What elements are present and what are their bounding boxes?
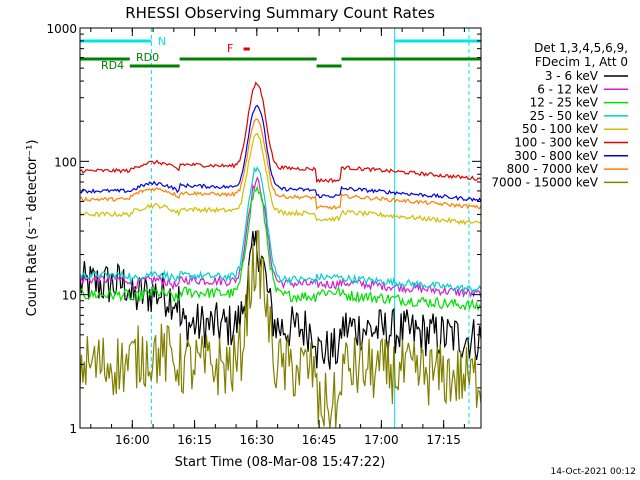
y-tick-label: 1000: [46, 22, 77, 36]
x-tick-label: 16:15: [177, 433, 212, 447]
legend-entry-label: 800 - 7000 keV: [507, 162, 599, 176]
flag-label-rd0: RD0: [136, 51, 159, 64]
series-line: [79, 229, 482, 429]
x-tick-label: 16:30: [240, 433, 275, 447]
legend-header-line-2: FDecim 1, Att 0: [535, 55, 628, 69]
y-tick-label: 10: [62, 289, 77, 303]
legend-entry-label: 300 - 800 keV: [514, 149, 598, 163]
series-line: [79, 132, 482, 226]
flag-bars: N RD0 RD4 F: [80, 35, 481, 72]
flag-label-flare: F: [227, 42, 233, 55]
timestamp: 14-Oct-2021 00:12: [551, 467, 636, 477]
x-axis-label: Start Time (08-Mar-08 15:47:22): [175, 455, 386, 470]
x-tick-label: 16:00: [115, 433, 150, 447]
legend-entry-label: 50 - 100 keV: [522, 122, 599, 136]
legend-entry-label: 12 - 25 keV: [530, 96, 599, 110]
x-tick-label: 16:45: [302, 433, 337, 447]
series-line: [79, 166, 482, 294]
series-line: [79, 81, 482, 184]
series-line: [79, 104, 482, 202]
series-line: [79, 185, 482, 312]
legend: Det 1,3,4,5,6,9, FDecim 1, Att 0 3 - 6 k…: [491, 41, 628, 189]
chart-title: RHESSI Observing Summary Count Rates: [125, 4, 435, 22]
x-tick-label: 17:15: [426, 433, 461, 447]
series-lines: [79, 81, 482, 429]
y-tick-label: 100: [54, 155, 77, 169]
plot-frame: [79, 27, 482, 429]
y-axis-label: Count Rate (s⁻¹ detector⁻¹): [25, 140, 40, 317]
axis-ticks: 16:00 16:15 16:30 16:45 17:00 17:15 1 10 100 1000: [46, 22, 481, 447]
legend-entry-label: 25 - 50 keV: [530, 109, 599, 123]
flag-label-rd4: RD4: [101, 59, 124, 72]
y-tick-label: 1: [69, 422, 77, 436]
legend-header-line-1: Det 1,3,4,5,6,9,: [534, 41, 628, 55]
flag-label-night: N: [158, 35, 166, 48]
legend-entry-label: 100 - 300 keV: [514, 136, 598, 150]
legend-entry-label: 6 - 12 keV: [537, 82, 599, 96]
legend-entry-label: 7000 - 15000 keV: [491, 175, 598, 189]
series-line: [79, 118, 482, 211]
x-tick-label: 17:00: [364, 433, 399, 447]
legend-entry-label: 3 - 6 keV: [545, 69, 599, 83]
